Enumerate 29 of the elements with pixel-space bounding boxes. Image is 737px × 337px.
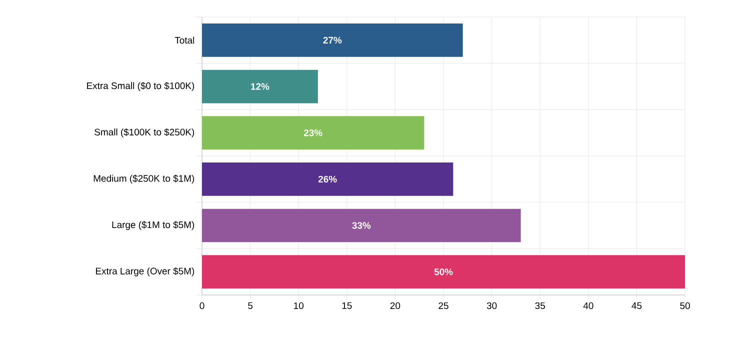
y-tick-label: Total: [174, 36, 194, 44]
x-tick-label: 45: [632, 302, 642, 309]
bar: [202, 70, 318, 104]
y-tick-label: Large ($1M to $5M): [112, 221, 194, 230]
bar: [202, 23, 463, 57]
data-label: 50%: [434, 268, 453, 276]
x-tick-label: 0: [200, 302, 204, 310]
data-label: 26%: [318, 176, 337, 183]
bar: [202, 162, 454, 196]
x-tick-label: 15: [342, 302, 352, 309]
x-tick-label: 50: [680, 302, 690, 310]
bar: [202, 116, 424, 150]
bar: [202, 255, 686, 289]
data-label: 33%: [352, 222, 371, 229]
bar: [202, 208, 521, 242]
data-label: 23%: [304, 129, 322, 136]
x-tick-label: 20: [390, 302, 400, 310]
data-label: 27%: [323, 36, 342, 44]
x-tick-label: 40: [583, 302, 594, 310]
y-tick-label: Extra Small ($0 to $100K): [87, 82, 194, 91]
y-tick-label: Extra Large (Over $5M): [96, 267, 194, 276]
y-tick-label: Small ($100K to $250K): [94, 128, 194, 138]
x-tick-label: 30: [486, 302, 497, 310]
x-tick-label: 5: [248, 302, 253, 309]
x-tick-label: 35: [535, 302, 545, 310]
x-tick-label: 25: [438, 302, 448, 310]
data-label: 12%: [251, 83, 270, 90]
x-tick-label: 10: [294, 302, 304, 310]
y-tick-label: Medium ($250K to $1M): [94, 174, 194, 184]
